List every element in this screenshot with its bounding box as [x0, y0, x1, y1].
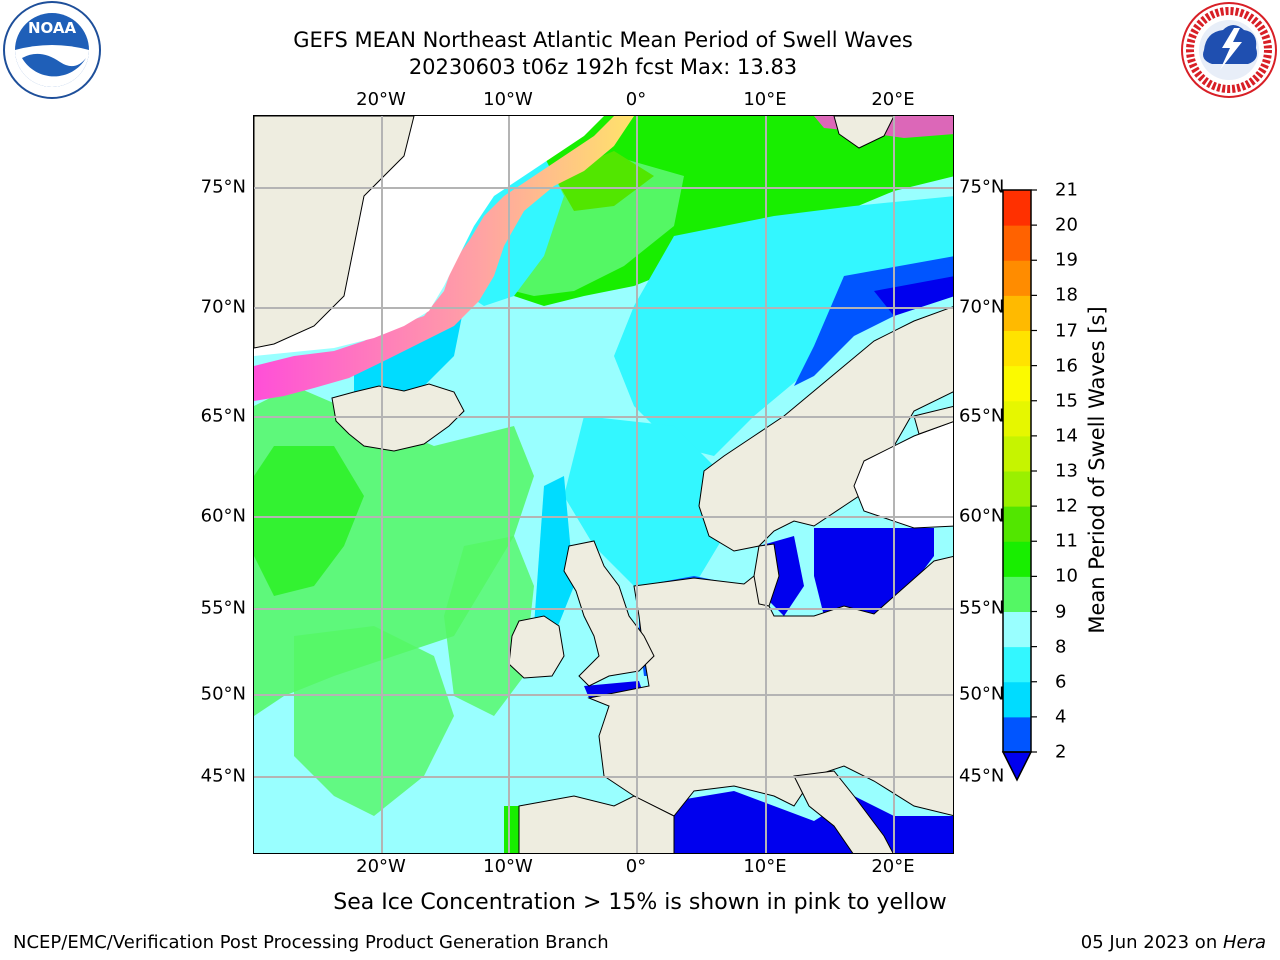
nws-logo [1181, 2, 1277, 98]
swell-band-8-9s-biscay [514, 676, 624, 816]
lat-label-right-45n: 45°N [959, 765, 1005, 787]
lat-label-right-65n: 65°N [959, 405, 1005, 427]
colorbar-segment [1003, 611, 1031, 648]
colorbar-tick-label: 19 [1055, 249, 1078, 271]
colorbar-segment [1003, 365, 1031, 402]
colorbar-segment [1003, 506, 1031, 542]
colorbar [1001, 189, 1037, 782]
noaa-logo: NOAA [3, 1, 101, 99]
colorbar-tick-label: 9 [1055, 601, 1067, 622]
lat-label-right-60n: 60°N [959, 505, 1005, 527]
swell-band-9-10s-ireland [444, 536, 534, 716]
colorbar-segment [1003, 541, 1031, 577]
colorbar-segment [1003, 260, 1031, 296]
colorbar-segment [1003, 681, 1031, 718]
colorbar-segment [1003, 576, 1031, 612]
lon-label-top-10e: 10°E [743, 89, 787, 110]
colorbar-tick-label: 11 [1055, 530, 1078, 552]
lat-label-left-55n: 55°N [200, 597, 246, 619]
footer-date: 05 Jun 2023 on Hera [1081, 932, 1266, 953]
lon-label-bottom-0: 0° [625, 856, 647, 877]
lat-label-left-60n: 60°N [200, 505, 246, 527]
finland-land [913, 405, 953, 435]
map-panel [253, 115, 954, 854]
sea-ice-note-text: Sea Ice Concentration > 15% is shown in … [333, 890, 947, 915]
colorbar-label: Mean Period of Swell Waves [s] [1085, 306, 1109, 634]
swell-band-10-11s-west [254, 446, 364, 596]
lat-label-left-45n: 45°N [200, 765, 246, 787]
footer-date-text: 05 Jun 2023 on [1080, 932, 1223, 953]
colorbar-tick-label: 13 [1055, 460, 1078, 482]
map-canvas [254, 116, 953, 853]
lon-label-bottom-20e: 20°E [871, 856, 915, 877]
lat-label-right-55n: 55°N [959, 597, 1005, 619]
colorbar-tick-label: 17 [1055, 320, 1078, 341]
colorbar-tick-label: 10 [1055, 565, 1078, 587]
colorbar-tick-label: 18 [1055, 284, 1078, 306]
swell-band-6-8s-norwegian-sea [614, 196, 953, 456]
lat-label-left-75n: 75°N [200, 176, 246, 198]
colorbar-segment [1003, 295, 1031, 331]
lon-label-top-10w: 10°W [483, 89, 533, 110]
lon-label-top-0: 0° [625, 89, 647, 110]
colorbar-segment [1003, 471, 1031, 507]
colorbar-tick-label: 6 [1055, 671, 1067, 693]
colorbar-tick-label: 15 [1055, 390, 1078, 412]
colorbar-tick-label: 8 [1055, 636, 1067, 658]
colorbar-segment [1003, 400, 1031, 437]
colorbar-segment [1003, 330, 1031, 367]
footer-credit: NCEP/EMC/Verification Post Processing Pr… [13, 932, 609, 953]
lon-label-top-20e: 20°E [871, 89, 915, 110]
graticule [254, 116, 953, 853]
colorbar-tick-label: 14 [1055, 425, 1078, 447]
lon-label-bottom-20w: 20°W [356, 856, 406, 877]
great-britain-land [563, 540, 655, 687]
footer-host: Hera [1222, 932, 1266, 953]
colorbar-segment [1003, 435, 1031, 472]
lat-label-left-70n: 70°N [200, 296, 246, 318]
lat-label-left-50n: 50°N [200, 683, 246, 705]
lat-label-left-65n: 65°N [200, 405, 246, 427]
colorbar-segment [1003, 646, 1031, 683]
iberia-land [518, 795, 675, 853]
ireland-land [508, 615, 565, 679]
colorbar-tick-label: 20 [1055, 214, 1078, 236]
lon-label-top-20w: 20°W [356, 89, 406, 110]
chart-subtitle: 20230603 t06z 192h fcst Max: 13.83 [408, 55, 798, 79]
colorbar-segment [1003, 225, 1031, 261]
lat-label-right-50n: 50°N [959, 683, 1005, 705]
chart-title: GEFS MEAN Northeast Atlantic Mean Period… [293, 28, 913, 52]
colorbar-tick-label: 12 [1055, 495, 1078, 517]
swell-band-10-11s-south [294, 626, 454, 816]
colorbar-tick-label: 4 [1055, 706, 1067, 728]
colorbar-tick-label: 21 [1055, 179, 1078, 201]
colorbar-tick-label: 2 [1055, 741, 1067, 763]
italy-land [793, 770, 894, 853]
colorbar-segment [1003, 716, 1031, 753]
noaa-logo-text: NOAA [28, 19, 77, 37]
greenland-coast-land [254, 116, 415, 349]
colorbar-under-arrow [1001, 751, 1033, 782]
colorbar-segment [1003, 190, 1031, 226]
swell-band-6-8s-northsea [564, 416, 724, 586]
lat-label-right-75n: 75°N [959, 176, 1005, 198]
lat-label-right-70n: 70°N [959, 296, 1005, 318]
lon-label-bottom-10w: 10°W [483, 856, 533, 877]
sea-ice-note: Sea Ice Concentration > 15% is shown in … [0, 890, 1280, 915]
lon-label-bottom-10e: 10°E [743, 856, 787, 877]
colorbar-tick-label: 16 [1055, 355, 1078, 377]
svalbard-land [833, 116, 895, 149]
